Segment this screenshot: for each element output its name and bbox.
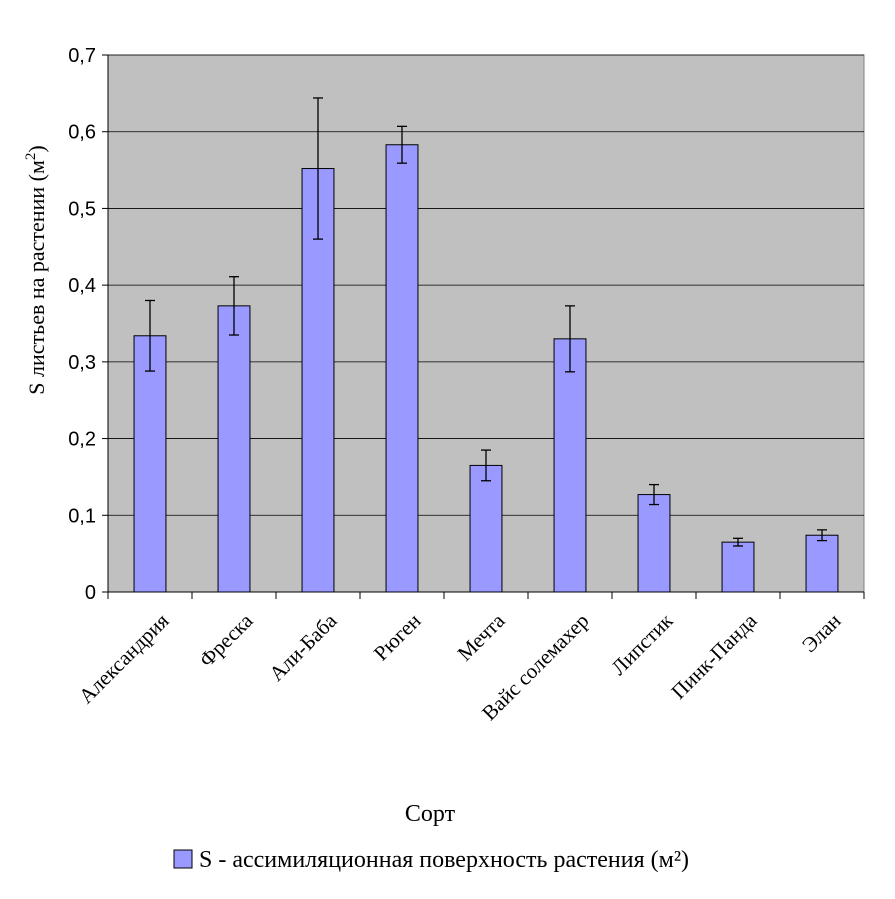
y-tick-label: 0 (85, 582, 96, 604)
x-category-label: Али-Баба (264, 608, 342, 686)
bar (721, 541, 755, 593)
x-axis: Александрия Фреска Али-Баба Рюген МечтаВайс … (74, 591, 865, 725)
y-axis: 0 0,1 0,2 0,3 0,4 0,5 0,6 0,7 (68, 45, 109, 604)
bar (553, 338, 587, 593)
y-axis-title-close: ) (24, 145, 49, 152)
bar (805, 534, 839, 593)
error-bars (145, 97, 827, 547)
x-category-label: Липстик (606, 608, 678, 680)
y-tick-label: 0,4 (68, 275, 96, 297)
y-tick-label: 0,7 (68, 45, 96, 67)
x-category-label: Мечта (453, 608, 510, 665)
y-tick-label: 0,6 (68, 122, 96, 144)
x-axis-title: Сорт (405, 801, 456, 827)
legend-label: S - ассимиляционная поверхность растения… (199, 847, 689, 873)
legend-swatch (173, 849, 193, 869)
bar (385, 144, 419, 593)
x-category-label: Фреска (194, 608, 258, 672)
x-category-label: Пинк-Панда (666, 608, 762, 704)
bar (217, 305, 251, 593)
bar (637, 494, 671, 593)
y-axis-title: S листьев на растении (м2) (23, 145, 49, 394)
y-tick-label: 0,2 (68, 429, 96, 451)
x-category-label: Александрия (74, 608, 174, 708)
y-tick-label: 0,1 (68, 505, 96, 527)
y-tick-label: 0,5 (68, 198, 96, 220)
bar (469, 464, 503, 593)
y-axis-title-main: S листьев на растении (м (24, 160, 49, 395)
x-category-label: Рюген (369, 609, 426, 666)
x-category-label: Элан (797, 609, 846, 658)
bar (133, 335, 167, 593)
legend: S - ассимиляционная поверхность растения… (173, 847, 689, 873)
y-axis-title-sup: 2 (23, 153, 39, 161)
bars (133, 144, 839, 593)
y-tick-label: 0,3 (68, 352, 96, 374)
